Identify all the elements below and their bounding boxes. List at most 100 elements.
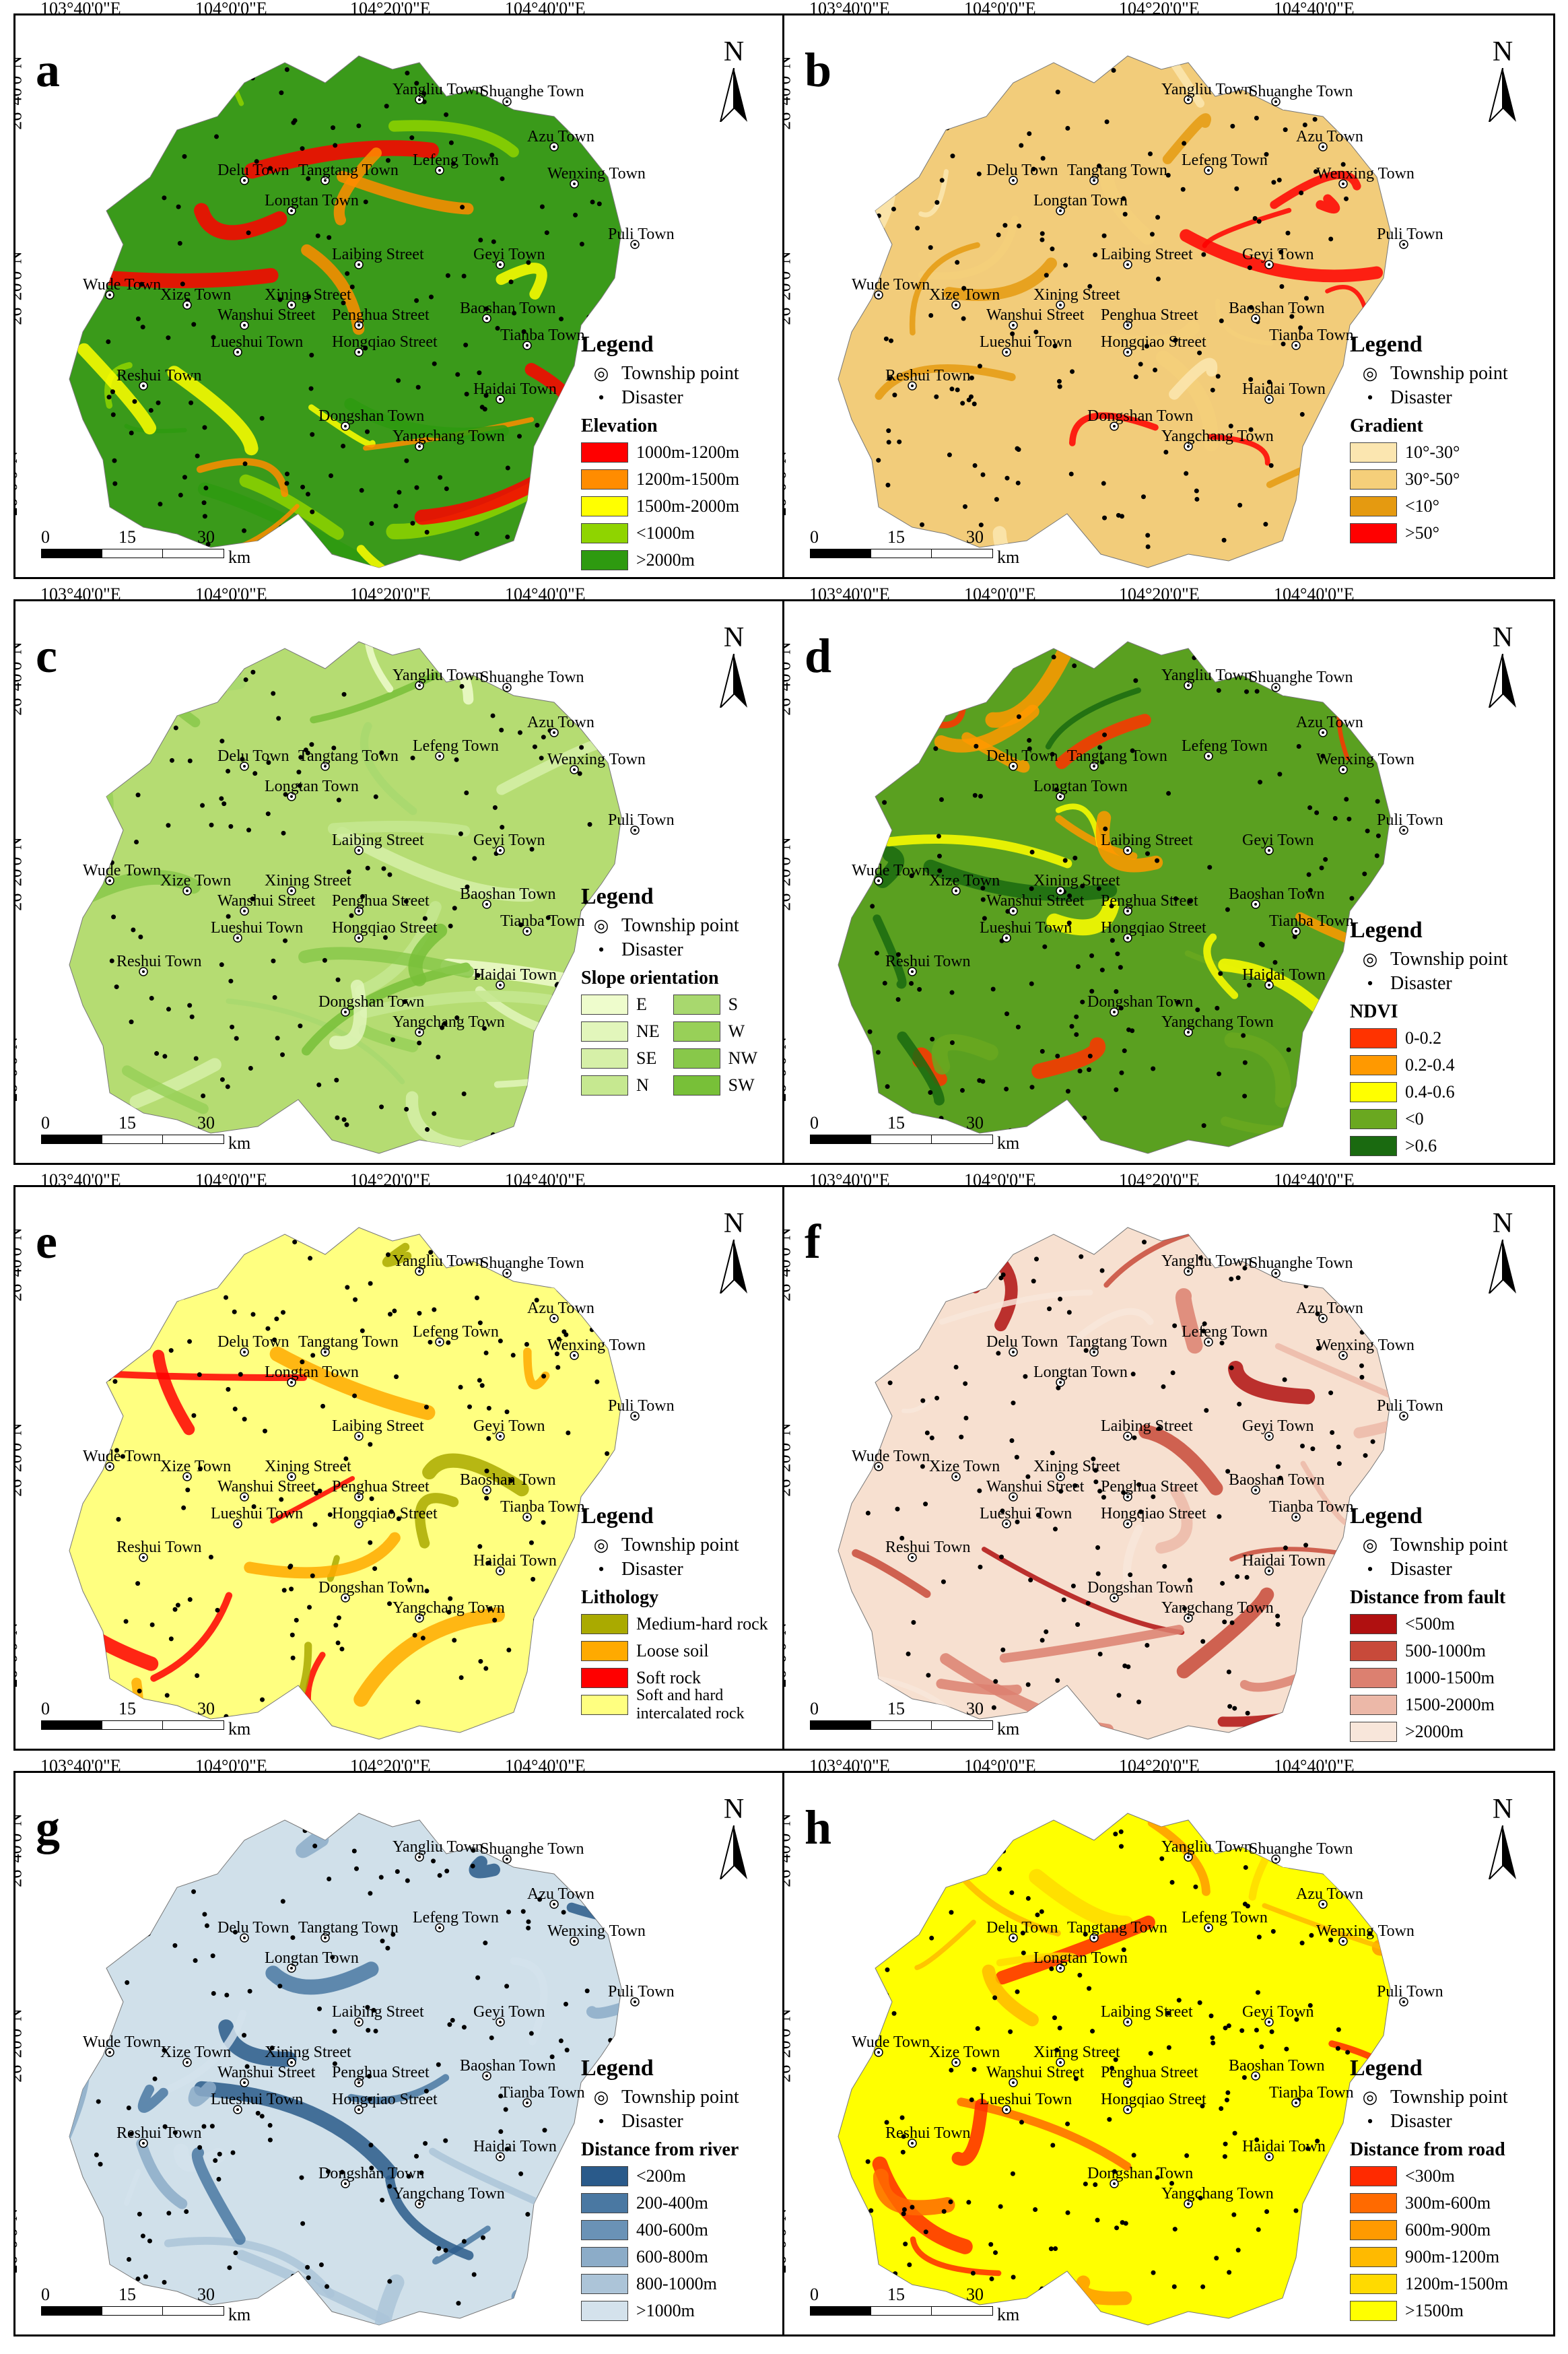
north-arrow-icon: N [710, 1207, 757, 1296]
legend-swatch [1350, 496, 1397, 516]
north-arrow-icon: N [1479, 36, 1526, 125]
legend-swatch [1350, 1722, 1397, 1742]
longitude-label: 104°20'0"E [1119, 584, 1200, 604]
region-map [69, 1813, 640, 2326]
longitude-label: 104°40'0"E [505, 1170, 586, 1190]
latitude-label: 26°40'0"N [782, 56, 794, 130]
legend-swatch [1350, 1136, 1397, 1156]
town-label: Wude Town [83, 276, 162, 294]
town-label: Geyi Town [1242, 246, 1314, 263]
longitude-label: 104°0'0"E [964, 0, 1036, 18]
legend-class: >2000m [581, 549, 739, 572]
longitude-label: 104°40'0"E [505, 0, 586, 18]
town-label: Wenxing Town [1316, 751, 1414, 768]
legend-class: >2000m [1350, 1720, 1508, 1743]
town-label: Azu Town [527, 1885, 594, 1903]
north-arrow-icon: N [710, 1793, 757, 1882]
north-arrow-icon: N [1479, 1207, 1526, 1296]
legend-swatch [1350, 1614, 1397, 1634]
longitude-label: 104°0'0"E [964, 584, 1036, 604]
town-label: Geyi Town [1242, 1417, 1314, 1435]
town-label: Tangtang Town [298, 162, 399, 179]
longitude-label: 104°20'0"E [350, 1756, 431, 1776]
study-area [838, 641, 1391, 1154]
legend-class: Medium-hard rock [581, 1613, 784, 1636]
town-label: Shuanghe Town [1249, 83, 1353, 100]
longitude-label: 104°0'0"E [964, 1756, 1036, 1776]
town-label: Yangchang Town [1161, 2185, 1274, 2202]
longitude-label: 103°40'0"E [40, 0, 121, 18]
map-panel-g: Yangliu Town Shuanghe Town Azu Town Delu To… [13, 1771, 786, 2336]
latitude-label: 26°20'0"N [13, 2009, 26, 2083]
panel-letter: c [36, 629, 57, 683]
town-label: Yangchang Town [1161, 1013, 1274, 1031]
town-label: Lefeng Town [413, 1323, 499, 1341]
town-label: Lefeng Town [413, 737, 499, 755]
latitude-label: 26°20'0"N [13, 1423, 26, 1497]
legend-class: SW [673, 1074, 757, 1097]
town-label: Yangliu Town [393, 81, 483, 98]
town-label: Wude Town [852, 276, 930, 294]
legend-class: Loose soil [581, 1640, 784, 1662]
map-legend: Legend ◎ Township point • Disaster Distance f… [581, 2056, 739, 2322]
north-arrow-icon: N [710, 621, 757, 710]
town-label: Xining Street [265, 286, 351, 304]
town-label: Xize Town [929, 872, 1000, 889]
legend-class: <500m [1350, 1613, 1508, 1636]
town-label: Penghua Street [1101, 1478, 1198, 1495]
scale-bar: 0 15 30 km [41, 1113, 251, 1153]
legend-swatch [1350, 1082, 1397, 1102]
disaster-points [867, 67, 1390, 549]
scale-bar: 0 15 30 km [41, 2285, 251, 2324]
legend-swatch [1350, 442, 1397, 463]
town-label: Puli Town [1377, 1397, 1443, 1415]
town-label: Laibing Street [332, 2003, 424, 2021]
town-label: Delu Town [986, 1333, 1058, 1351]
town-label: Xize Town [160, 872, 232, 889]
town-label: Tangtang Town [1067, 1919, 1167, 1937]
longitude-label: 104°40'0"E [1274, 1756, 1355, 1776]
town-label: Azu Town [1296, 714, 1363, 731]
town-label: Reshui Town [885, 1539, 971, 1556]
town-label: Lefeng Town [413, 152, 499, 169]
legend-swatch [581, 469, 628, 490]
town-label: Azu Town [1296, 128, 1363, 145]
legend-class: 900m-1200m [1350, 2246, 1508, 2268]
town-label: Delu Town [217, 162, 289, 179]
town-label: Reshui Town [885, 2124, 971, 2142]
town-label: Xining Street [265, 2044, 351, 2061]
town-label: Hongqiao Street [332, 1505, 438, 1522]
panel-letter: a [36, 43, 60, 97]
legend-class: 1000-1500m [1350, 1667, 1508, 1689]
town-label: Baoshan Town [1229, 2057, 1325, 2075]
longitude-label: 104°40'0"E [505, 1756, 586, 1776]
town-label: Lueshui Town [980, 333, 1072, 351]
town-label: Tianba Town [1269, 1498, 1354, 1516]
legend-swatch [1350, 2274, 1397, 2294]
longitude-label: 103°40'0"E [809, 1170, 890, 1190]
latitude-label: 26°20'0"N [13, 251, 26, 325]
legend-class: 1200m-1500m [581, 468, 739, 491]
town-label: Yangliu Town [393, 1252, 483, 1270]
region-map [69, 1227, 640, 1740]
scale-bar: 0 15 30 km [41, 1699, 251, 1739]
town-label: Reshui Town [116, 367, 202, 384]
town-label: Puli Town [608, 1397, 675, 1415]
town-label: Haidai Town [1242, 966, 1326, 984]
panel-letter: d [805, 629, 832, 683]
panel-letter: f [805, 1215, 821, 1269]
legend-swatch [581, 2274, 628, 2294]
legend-swatch [1350, 2166, 1397, 2186]
town-label: Lueshui Town [211, 2091, 304, 2108]
town-label: Wenxing Town [547, 1922, 646, 1940]
town-label: Tianba Town [1269, 912, 1354, 930]
town-label: Tianba Town [500, 912, 585, 930]
longitude-label: 104°20'0"E [350, 1170, 431, 1190]
legend-class: W [673, 1020, 757, 1043]
town-label: Reshui Town [116, 953, 202, 970]
town-label: Longtan Town [1033, 192, 1128, 209]
legend-swatch [1350, 469, 1397, 490]
legend-swatch [673, 1021, 720, 1042]
town-label: Haidai Town [473, 966, 557, 984]
latitude-label: 26°20'0"N [13, 837, 26, 911]
